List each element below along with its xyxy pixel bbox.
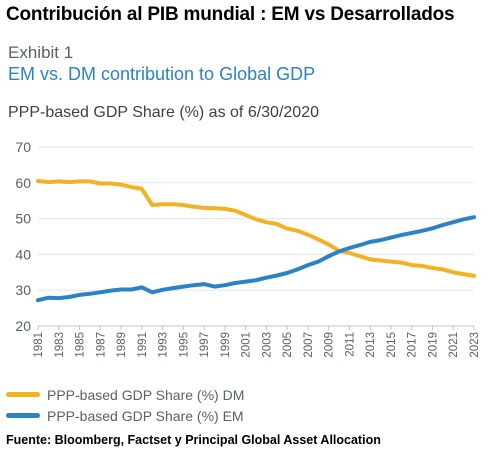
x-tick-label: 2021 — [448, 332, 460, 358]
y-tick-label: 40 — [15, 246, 31, 262]
legend-item-dm: PPP-based GDP Share (%) DM — [6, 384, 244, 405]
x-tick-label: 1997 — [199, 332, 211, 358]
x-tick-label: 2003 — [261, 332, 273, 358]
chart-title: PPP-based GDP Share (%) as of 6/30/2020 — [8, 104, 319, 121]
legend-label-dm: PPP-based GDP Share (%) DM — [47, 386, 245, 403]
x-tick-label: 1993 — [158, 332, 170, 358]
x-tick-label: 1983 — [54, 332, 66, 358]
x-tick-label: 2017 — [407, 332, 419, 358]
x-tick-label: 1999 — [220, 332, 232, 358]
x-tick-label: 2023 — [469, 332, 481, 358]
y-tick-label: 20 — [15, 318, 31, 334]
x-tick-label: 2007 — [303, 332, 315, 358]
y-tick-label: 50 — [15, 211, 31, 227]
x-tick-label: 1987 — [95, 332, 107, 358]
series-line-em — [36, 215, 476, 303]
x-tick-label: 2009 — [324, 332, 336, 358]
x-tick-label: 2001 — [241, 332, 253, 358]
series-line-dm — [36, 179, 476, 278]
x-axis-ticks: 1981 1983 1985 1987 1989 1991 1993 1995 1997 1999… — [33, 326, 481, 358]
chart-subtitle: EM vs. DM contribution to Global GDP — [8, 64, 316, 84]
legend-item-em: PPP-based GDP Share (%) EM — [6, 405, 244, 426]
x-tick-label: 1989 — [116, 332, 128, 358]
x-tick-label: 2005 — [282, 332, 294, 358]
x-tick-label: 1985 — [75, 332, 87, 358]
source-note: Fuente: Bloomberg, Factset y Principal G… — [6, 433, 381, 447]
x-tick-label: 2019 — [427, 332, 439, 358]
y-tick-label: 70 — [15, 139, 31, 155]
exhibit-label: Exhibit 1 — [8, 43, 74, 62]
legend-swatch-dm — [6, 392, 40, 397]
y-axis-ticks: 20 30 40 50 60 70 — [15, 139, 31, 334]
legend-label-em: PPP-based GDP Share (%) EM — [47, 407, 244, 424]
gdp-share-line-chart: 20 30 40 50 60 70 1981 1983 1985 1987 1989 1991 199… — [15, 139, 481, 358]
legend: PPP-based GDP Share (%) DM PPP-based GDP… — [6, 384, 244, 426]
x-tick-label: 2015 — [386, 332, 398, 358]
y-tick-label: 60 — [15, 175, 31, 191]
legend-swatch-em — [6, 413, 40, 418]
headline: Contribución al PIB mundial : EM vs Desa… — [6, 4, 455, 25]
x-tick-label: 1995 — [178, 332, 190, 358]
x-tick-label: 2011 — [344, 332, 356, 357]
x-tick-label: 2013 — [365, 332, 377, 358]
series-lines — [36, 179, 476, 303]
x-tick-label: 1991 — [137, 332, 149, 358]
x-tick-label: 1981 — [33, 332, 45, 358]
y-tick-label: 30 — [15, 282, 31, 298]
grid-lines — [38, 146, 474, 327]
